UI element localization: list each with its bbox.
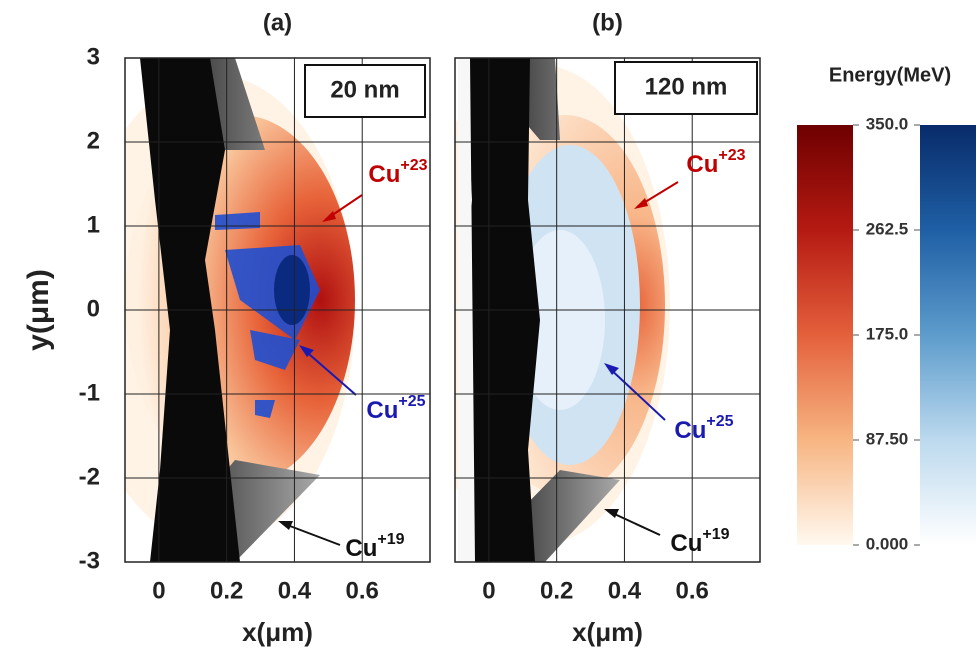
ion-label: Cu+23 <box>368 157 427 188</box>
x-tick-label: 0 <box>482 577 495 604</box>
colorbar-tick-label: 87.50 <box>866 429 909 448</box>
ion-charge: +25 <box>706 413 733 430</box>
ion-charge: +19 <box>377 531 404 548</box>
ion-label: Cu+19 <box>670 526 729 557</box>
ion-name: Cu <box>674 417 706 444</box>
x-tick-label: 0 <box>152 577 165 604</box>
thickness-label: 120 nm <box>645 73 728 100</box>
ion-charge: +19 <box>702 526 729 543</box>
x-tick-label: 0.6 <box>346 577 379 604</box>
x-axis-label: x(μm) <box>572 617 643 647</box>
thickness-label: 20 nm <box>330 76 399 103</box>
colorbar <box>920 125 976 545</box>
panel-title: (a) <box>263 9 292 36</box>
y-tick-label: 2 <box>87 127 100 154</box>
arrows <box>278 181 679 546</box>
y-tick-label: 0 <box>87 295 100 322</box>
panel-title: (b) <box>592 9 623 36</box>
x-tick-label: 0.2 <box>210 577 243 604</box>
ion-name: Cu <box>366 397 398 424</box>
y-tick-label: -2 <box>79 463 100 490</box>
x-axis-label: x(μm) <box>242 617 313 647</box>
colorbar-tick-label: 350.0 <box>866 114 909 133</box>
ion-name: Cu <box>368 161 400 188</box>
ion-name: Cu <box>670 530 702 557</box>
particle-cloud <box>125 58 355 562</box>
plot-frame <box>124 57 431 563</box>
ion-charge: +23 <box>400 157 427 174</box>
colorbar <box>797 125 853 545</box>
thickness-box <box>304 64 426 118</box>
particle-cloud <box>455 58 670 562</box>
colorbar-tick-label: 0.000 <box>866 534 909 553</box>
x-tick-label: 0.6 <box>676 577 709 604</box>
ion-label: Cu+19 <box>345 531 404 562</box>
ion-label: Cu+23 <box>686 147 745 178</box>
ion-label: Cu+25 <box>674 413 733 444</box>
y-tick-label: 1 <box>87 211 100 238</box>
y-tick-label: 3 <box>87 43 100 70</box>
x-tick-label: 0.2 <box>540 577 573 604</box>
ion-name: Cu <box>345 535 377 562</box>
ion-charge: +25 <box>398 393 425 410</box>
y-axis-label: y(μm) <box>22 269 55 351</box>
thickness-box <box>614 61 758 115</box>
y-tick-label: -1 <box>79 379 100 406</box>
plot-frame <box>454 57 761 563</box>
colorbar-title: Energy(MeV) <box>829 64 951 86</box>
y-tick-label: -3 <box>79 547 100 574</box>
ion-label: Cu+25 <box>366 393 425 424</box>
ion-charge: +23 <box>718 147 745 164</box>
ion-name: Cu <box>686 151 718 178</box>
x-tick-label: 0.4 <box>278 577 312 604</box>
colorbar-tick-label: 262.5 <box>866 219 909 238</box>
colorbar-tick-label: 175.0 <box>866 324 909 343</box>
x-tick-label: 0.4 <box>608 577 642 604</box>
